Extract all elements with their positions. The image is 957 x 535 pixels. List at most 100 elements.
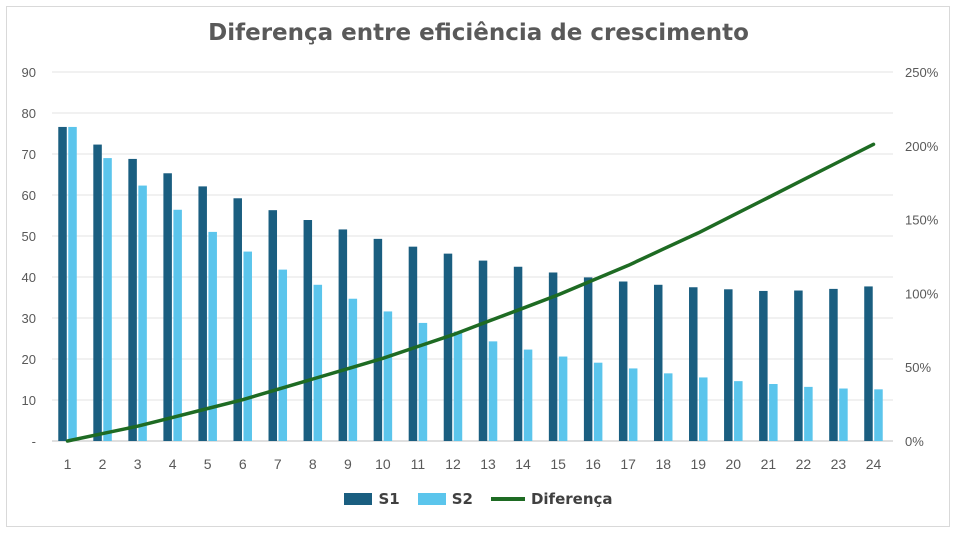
bar-s2 <box>488 341 498 441</box>
legend-item-diferenca: Diferença <box>490 490 613 508</box>
bar-s1 <box>794 290 803 441</box>
x-tick-label: 2 <box>99 456 107 472</box>
x-tick-label: 15 <box>550 456 566 472</box>
bar-s2 <box>243 251 252 441</box>
y-right-tick-label: 150% <box>905 213 939 228</box>
y-right-tick-label: 100% <box>905 286 939 301</box>
bar-s2 <box>628 368 638 441</box>
x-tick-label: 18 <box>655 456 671 472</box>
x-tick-label: 3 <box>134 456 142 472</box>
bar-s2 <box>313 284 323 441</box>
bar-s1 <box>443 253 453 441</box>
bar-s2 <box>68 126 77 441</box>
x-tick-label: 6 <box>239 456 247 472</box>
bar-s1 <box>478 260 488 441</box>
x-tick-label: 22 <box>796 456 812 472</box>
bar-s2 <box>699 377 708 441</box>
x-tick-label: 19 <box>690 456 706 472</box>
bar-s1 <box>829 288 838 441</box>
x-tick-label: 1 <box>64 456 72 472</box>
bar-s1 <box>58 126 67 441</box>
bar-s1 <box>268 210 278 441</box>
bar-s1 <box>759 290 768 441</box>
bar-s2 <box>804 386 813 441</box>
x-tick-label: 20 <box>726 456 742 472</box>
y-right-tick-label: 0% <box>905 434 924 449</box>
y-right-tick-label: 250% <box>905 65 939 80</box>
x-tick-label: 24 <box>866 456 882 472</box>
chart-title: Diferença entre eficiência de cresciment… <box>208 20 749 46</box>
x-tick-label: 8 <box>309 456 317 472</box>
bar-s1 <box>548 272 558 441</box>
x-tick-label: 10 <box>375 456 391 472</box>
bar-s2 <box>208 231 217 441</box>
x-tick-label: 14 <box>515 456 531 472</box>
bar-s1 <box>93 144 102 441</box>
bar-s1 <box>583 277 593 441</box>
bar-s1 <box>864 286 873 441</box>
bar-s2 <box>734 381 743 441</box>
bar-s2 <box>418 322 428 441</box>
x-tick-label: 11 <box>411 456 426 472</box>
x-tick-label: 12 <box>445 456 461 472</box>
bar-s2 <box>663 373 673 441</box>
bar-s2 <box>348 298 358 441</box>
bar-s1 <box>233 198 242 441</box>
y-left-tick-label: 90 <box>22 65 36 80</box>
legend-item-s2: S2 <box>417 490 473 508</box>
chart-legend: S1 S2 Diferença <box>0 490 957 508</box>
y-left-tick-label: - <box>32 434 36 449</box>
bar-s1 <box>408 246 418 441</box>
bar-s1 <box>338 229 348 441</box>
y-left-tick-label: 50 <box>22 229 36 244</box>
bar-s1 <box>689 287 698 441</box>
bar-s2 <box>453 331 463 441</box>
bar-s1 <box>373 238 383 441</box>
legend-swatch-s1 <box>344 493 373 505</box>
bar-s2 <box>874 389 883 441</box>
bar-s2 <box>593 362 603 441</box>
bar-s2 <box>769 384 778 441</box>
x-tick-label: 7 <box>274 456 282 472</box>
legend-label-s1: S1 <box>378 490 400 508</box>
chart-frame <box>6 6 950 527</box>
y-right-tick-label: 200% <box>905 139 939 154</box>
legend-swatch-s2 <box>417 493 446 505</box>
y-left-tick-label: 60 <box>22 188 36 203</box>
bar-s1 <box>618 281 628 441</box>
bar-s2 <box>278 269 288 441</box>
bar-s2 <box>138 185 147 441</box>
bar-s1 <box>513 266 523 441</box>
x-tick-label: 16 <box>585 456 601 472</box>
bar-s2 <box>173 209 182 441</box>
x-tick-label: 9 <box>344 456 352 472</box>
y-left-tick-label: 20 <box>22 352 36 367</box>
bar-s2 <box>558 356 568 441</box>
bar-s2 <box>523 349 533 441</box>
legend-label-diferenca: Diferença <box>530 490 613 508</box>
bar-s2 <box>103 158 112 441</box>
bar-s1 <box>303 220 313 441</box>
y-left-tick-label: 30 <box>22 311 36 326</box>
bar-s2 <box>839 388 848 441</box>
bar-s1 <box>128 158 137 442</box>
x-tick-label: 13 <box>480 456 496 472</box>
bar-s1 <box>198 186 207 441</box>
y-left-tick-label: 80 <box>22 106 36 121</box>
x-tick-label: 21 <box>761 456 777 472</box>
legend-label-s2: S2 <box>451 490 473 508</box>
bar-s1 <box>653 284 663 441</box>
legend-swatch-diferenca <box>490 497 525 501</box>
bar-s2 <box>383 311 393 441</box>
legend-item-s1: S1 <box>344 490 400 508</box>
x-tick-label: 4 <box>169 456 177 472</box>
y-right-tick-label: 50% <box>905 360 931 375</box>
y-left-tick-label: 40 <box>22 270 36 285</box>
line-diferenca <box>65 142 876 443</box>
x-tick-label: 5 <box>204 456 212 472</box>
x-tick-label: 17 <box>620 456 636 472</box>
y-left-tick-label: 10 <box>22 393 36 408</box>
bar-s1 <box>724 289 733 441</box>
x-tick-label: 23 <box>831 456 847 472</box>
